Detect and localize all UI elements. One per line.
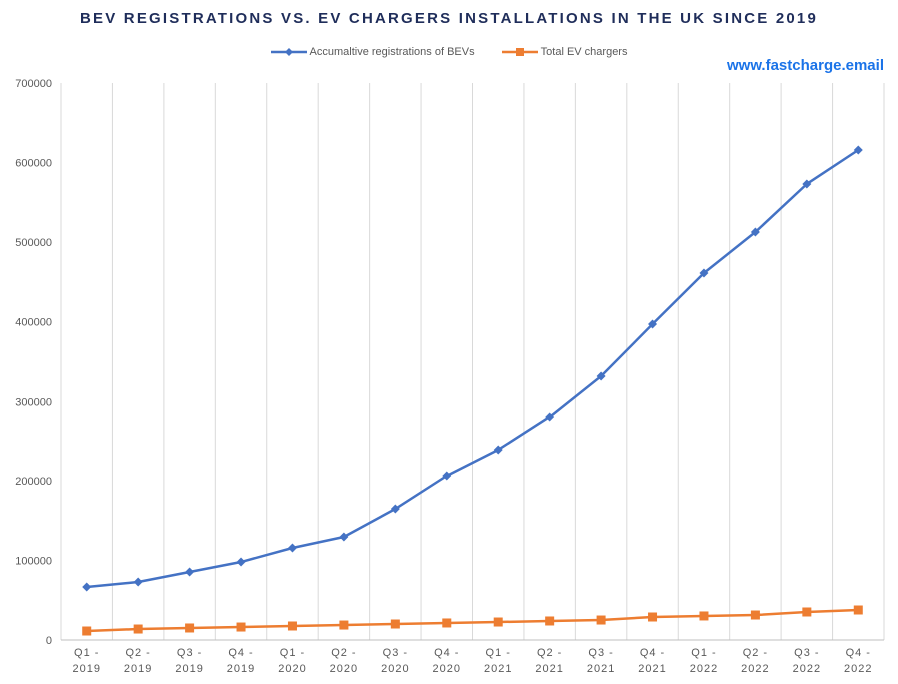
data-point-bev [493, 445, 503, 455]
data-point-bev [648, 319, 658, 329]
data-point-chargers [596, 615, 606, 625]
legend-item-chargers: Total EV chargers [501, 46, 628, 58]
x-tick-label: 2022 [690, 663, 718, 675]
data-point-chargers [750, 610, 760, 620]
x-tick-label: 2021 [587, 663, 615, 675]
x-tick-label: Q2 - [743, 647, 768, 659]
y-tick-label: 600000 [15, 158, 52, 170]
x-tick-label: Q4 - [640, 647, 665, 659]
y-tick-label: 400000 [15, 317, 52, 329]
data-point-chargers [802, 607, 812, 617]
data-point-chargers [493, 617, 503, 627]
data-point-chargers [82, 626, 92, 636]
x-tick-label: 2021 [535, 663, 563, 675]
x-tick-label: Q2 - [537, 647, 562, 659]
series-line-0 [86, 148, 859, 589]
data-point-chargers [287, 621, 297, 631]
y-tick-label: 300000 [15, 396, 52, 408]
x-tick-label: 2021 [484, 663, 512, 675]
x-tick-label: 2019 [227, 663, 255, 675]
y-tick-label: 100000 [15, 555, 52, 567]
x-tick-label: 2020 [433, 663, 461, 675]
data-point-bev [853, 145, 863, 155]
x-tick-label: 2022 [844, 663, 872, 675]
legend-label: Accumaltive registrations of BEVs [309, 46, 475, 58]
data-point-bev [750, 227, 760, 237]
x-tick-label: Q3 - [177, 647, 202, 659]
data-point-bev [133, 577, 143, 587]
series-line-1 [86, 608, 859, 633]
x-tick-label: 2022 [793, 663, 821, 675]
legend: Accumaltive registrations of BEVs Total … [0, 46, 898, 60]
data-point-bev [287, 543, 297, 553]
y-tick-label: 500000 [15, 237, 52, 249]
data-point-chargers [699, 611, 709, 621]
x-tick-label: Q3 - [383, 647, 408, 659]
y-tick-label: 700000 [15, 78, 52, 90]
x-tick-label: 2020 [381, 663, 409, 675]
data-point-chargers [339, 620, 349, 630]
x-tick-label: 2019 [72, 663, 100, 675]
data-point-chargers [236, 622, 246, 632]
data-point-bev [390, 504, 400, 514]
x-tick-label: Q1 - [74, 647, 99, 659]
x-tick-label: Q2 - [331, 647, 356, 659]
data-point-bev [442, 471, 452, 481]
data-point-chargers [545, 616, 555, 626]
watermark: www.fastcharge.email [726, 57, 884, 74]
x-tick-label: Q4 - [228, 647, 253, 659]
x-tick-label: Q4 - [846, 647, 871, 659]
data-point-chargers [648, 612, 658, 622]
data-point-bev [339, 532, 349, 542]
x-tick-label: 2020 [278, 663, 306, 675]
data-point-chargers [185, 623, 195, 633]
x-tick-label: Q3 - [794, 647, 819, 659]
x-tick-label: 2022 [741, 663, 769, 675]
x-tick-label: 2020 [330, 663, 358, 675]
legend-marker-diamond-icon [270, 48, 307, 56]
y-tick-label: 200000 [15, 476, 52, 488]
x-tick-label: 2019 [175, 663, 203, 675]
legend-item-bev: Accumaltive registrations of BEVs [270, 46, 475, 58]
data-point-bev [545, 412, 555, 422]
data-point-bev [699, 268, 709, 278]
x-tick-label: Q1 - [691, 647, 716, 659]
y-tick-label: 0 [46, 635, 52, 647]
data-point-bev [82, 582, 92, 592]
x-tick-label: Q4 - [434, 647, 459, 659]
x-tick-label: Q2 - [125, 647, 150, 659]
chart-title: BEV REGISTRATIONS VS. EV CHARGERS INSTAL… [79, 10, 818, 27]
x-tick-label: 2019 [124, 663, 152, 675]
data-point-chargers [442, 618, 452, 628]
data-point-chargers [390, 619, 400, 629]
legend-marker-square-icon [501, 48, 538, 56]
x-tick-label: Q1 - [280, 647, 305, 659]
data-point-chargers [133, 624, 143, 634]
data-point-bev [236, 557, 246, 567]
data-point-bev [596, 371, 606, 381]
x-tick-label: Q3 - [588, 647, 613, 659]
legend-label: Total EV chargers [540, 46, 628, 58]
data-point-bev [802, 179, 812, 189]
data-point-bev [185, 567, 195, 577]
x-tick-label: Q1 - [486, 647, 511, 659]
data-point-chargers [853, 605, 863, 615]
x-tick-label: 2021 [638, 663, 666, 675]
